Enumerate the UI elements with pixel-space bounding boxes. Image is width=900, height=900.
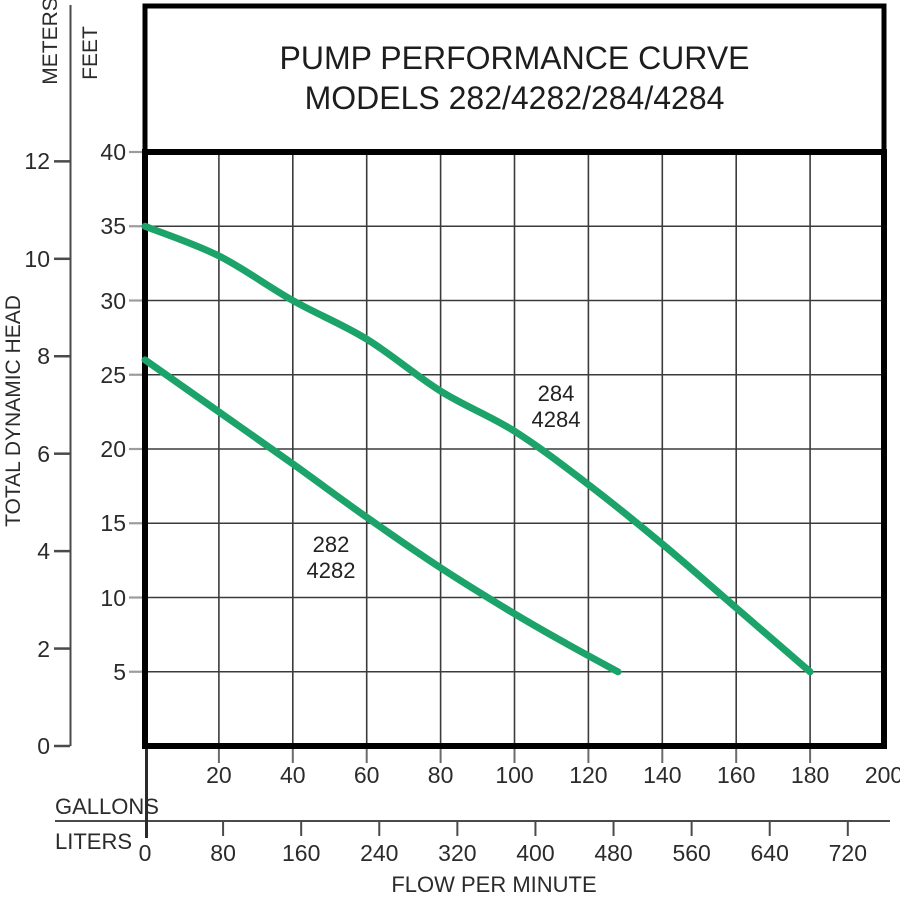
gallons-tick-label: 200 [864, 762, 900, 788]
feet-tick-label: 15 [100, 510, 126, 537]
feet-axis-label: FEET [79, 26, 102, 80]
curve-284-label-line2: 4284 [531, 407, 581, 432]
page-title: PUMP PERFORMANCE CURVE MODELS 282/4282/2… [145, 38, 884, 118]
pump-curve-282 [141, 356, 622, 676]
meters-tick-label: 0 [37, 733, 50, 759]
liters-tick-label: 240 [360, 840, 399, 866]
pump-curve-284 [141, 222, 814, 676]
liters-tick-label: 720 [828, 840, 867, 866]
meters-axis-label: METERS [39, 0, 62, 85]
x-axis-title: FLOW PER MINUTE [391, 872, 597, 897]
gallons-scale-label: GALLONS [55, 794, 159, 819]
meters-tick-label: 12 [24, 148, 50, 175]
feet-tick-label: 10 [100, 584, 126, 611]
meters-tick-label: 6 [37, 440, 50, 467]
feet-tick-label: 30 [100, 287, 126, 314]
gallons-tick-label: 140 [643, 762, 682, 788]
curve-282-label-line1: 282 [312, 532, 350, 557]
curve-284-label-line1: 284 [537, 381, 575, 406]
liters-tick-label: 560 [672, 840, 711, 866]
page-title-line1: PUMP PERFORMANCE CURVE [279, 40, 750, 76]
liters-tick-label: 0 [138, 840, 152, 866]
gallons-tick-label: 180 [790, 762, 830, 788]
meters-tick-label: 8 [37, 343, 50, 370]
curve-282-label-line2: 4282 [306, 558, 356, 583]
feet-tick-label: 35 [100, 213, 126, 240]
liters-tick-label: 480 [594, 840, 633, 866]
gallons-tick-label: 160 [717, 762, 756, 788]
liters-scale-label: LITERS [55, 829, 133, 854]
gallons-tick-label: 20 [206, 762, 232, 788]
gallons-tick-label: 100 [495, 762, 534, 788]
feet-tick-label: 20 [100, 436, 126, 462]
gallons-tick-label: 60 [353, 762, 380, 788]
meters-tick-label: 4 [37, 538, 50, 565]
gallons-tick-label: 40 [280, 762, 306, 788]
y-axis-title: TOTAL DYNAMIC HEAD [2, 295, 25, 527]
feet-tick-label: 5 [113, 658, 126, 685]
meters-tick-label: 10 [24, 245, 50, 272]
meters-tick-label: 2 [37, 635, 50, 662]
curve-284-label: 284 4284 [532, 381, 581, 433]
plot-border [142, 149, 887, 749]
feet-tick-label: 40 [100, 139, 126, 165]
gallons-tick-label: 80 [427, 762, 454, 788]
liters-tick-label: 160 [281, 840, 321, 866]
liters-tick-label: 400 [516, 840, 555, 866]
liters-tick-label: 320 [438, 840, 477, 866]
curve-282-label: 282 4282 [307, 532, 356, 584]
feet-tick-label: 25 [100, 361, 126, 388]
liters-tick-label: 80 [210, 840, 236, 866]
liters-tick-label: 640 [750, 840, 789, 866]
page-title-line2: MODELS 282/4282/284/4284 [304, 80, 725, 116]
gallons-tick-label: 120 [569, 762, 608, 788]
